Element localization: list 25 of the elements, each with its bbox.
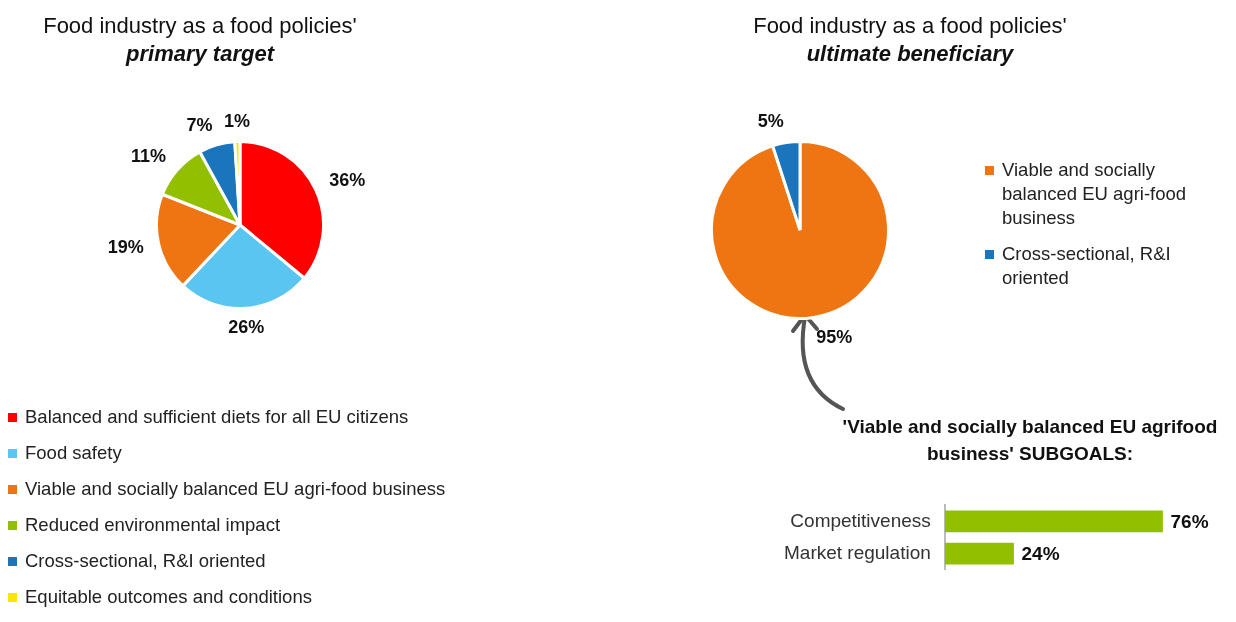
legend-label: Food safety — [25, 441, 122, 465]
legend-label: Cross-sectional, R&I oriented — [1002, 242, 1172, 290]
chart-title: Food industry as a food policies' — [42, 12, 358, 40]
legend-label: Balanced and sufficient diets for all EU citizens — [25, 405, 409, 429]
chart-subtitle: ultimate beneficiary — [805, 40, 1015, 68]
data-label: 24% — [1021, 542, 1060, 564]
data-label: 1% — [223, 110, 250, 131]
data-label: 5% — [757, 110, 784, 131]
data-label: 26% — [228, 317, 265, 338]
legend-label: Viable and socially balanced EU agri-food business — [1002, 158, 1188, 230]
data-label: 19% — [107, 236, 144, 257]
legend-label: Cross-sectional, R&I oriented — [25, 549, 266, 573]
legend-label: Reduced environmental impact — [25, 513, 281, 537]
data-label: 11% — [131, 145, 167, 166]
data-label: 76% — [1170, 510, 1209, 532]
data-label: 95% — [816, 327, 853, 348]
data-label: 36% — [329, 169, 366, 190]
chart-title: 'Viable and socially balanced EU agrifood business' SUBGOALS: — [841, 415, 1219, 466]
chart-subtitle: primary target — [124, 40, 276, 68]
data-label: 7% — [186, 114, 213, 135]
chart-title: Food industry as a food policies' — [752, 12, 1068, 40]
legend-label: Viable and socially balanced EU agri-food business — [25, 477, 446, 501]
legend-label: Equitable outcomes and conditions — [25, 585, 312, 609]
y-tick-label: Market regulation — [784, 541, 931, 563]
y-tick-label: Competitiveness — [790, 509, 931, 531]
